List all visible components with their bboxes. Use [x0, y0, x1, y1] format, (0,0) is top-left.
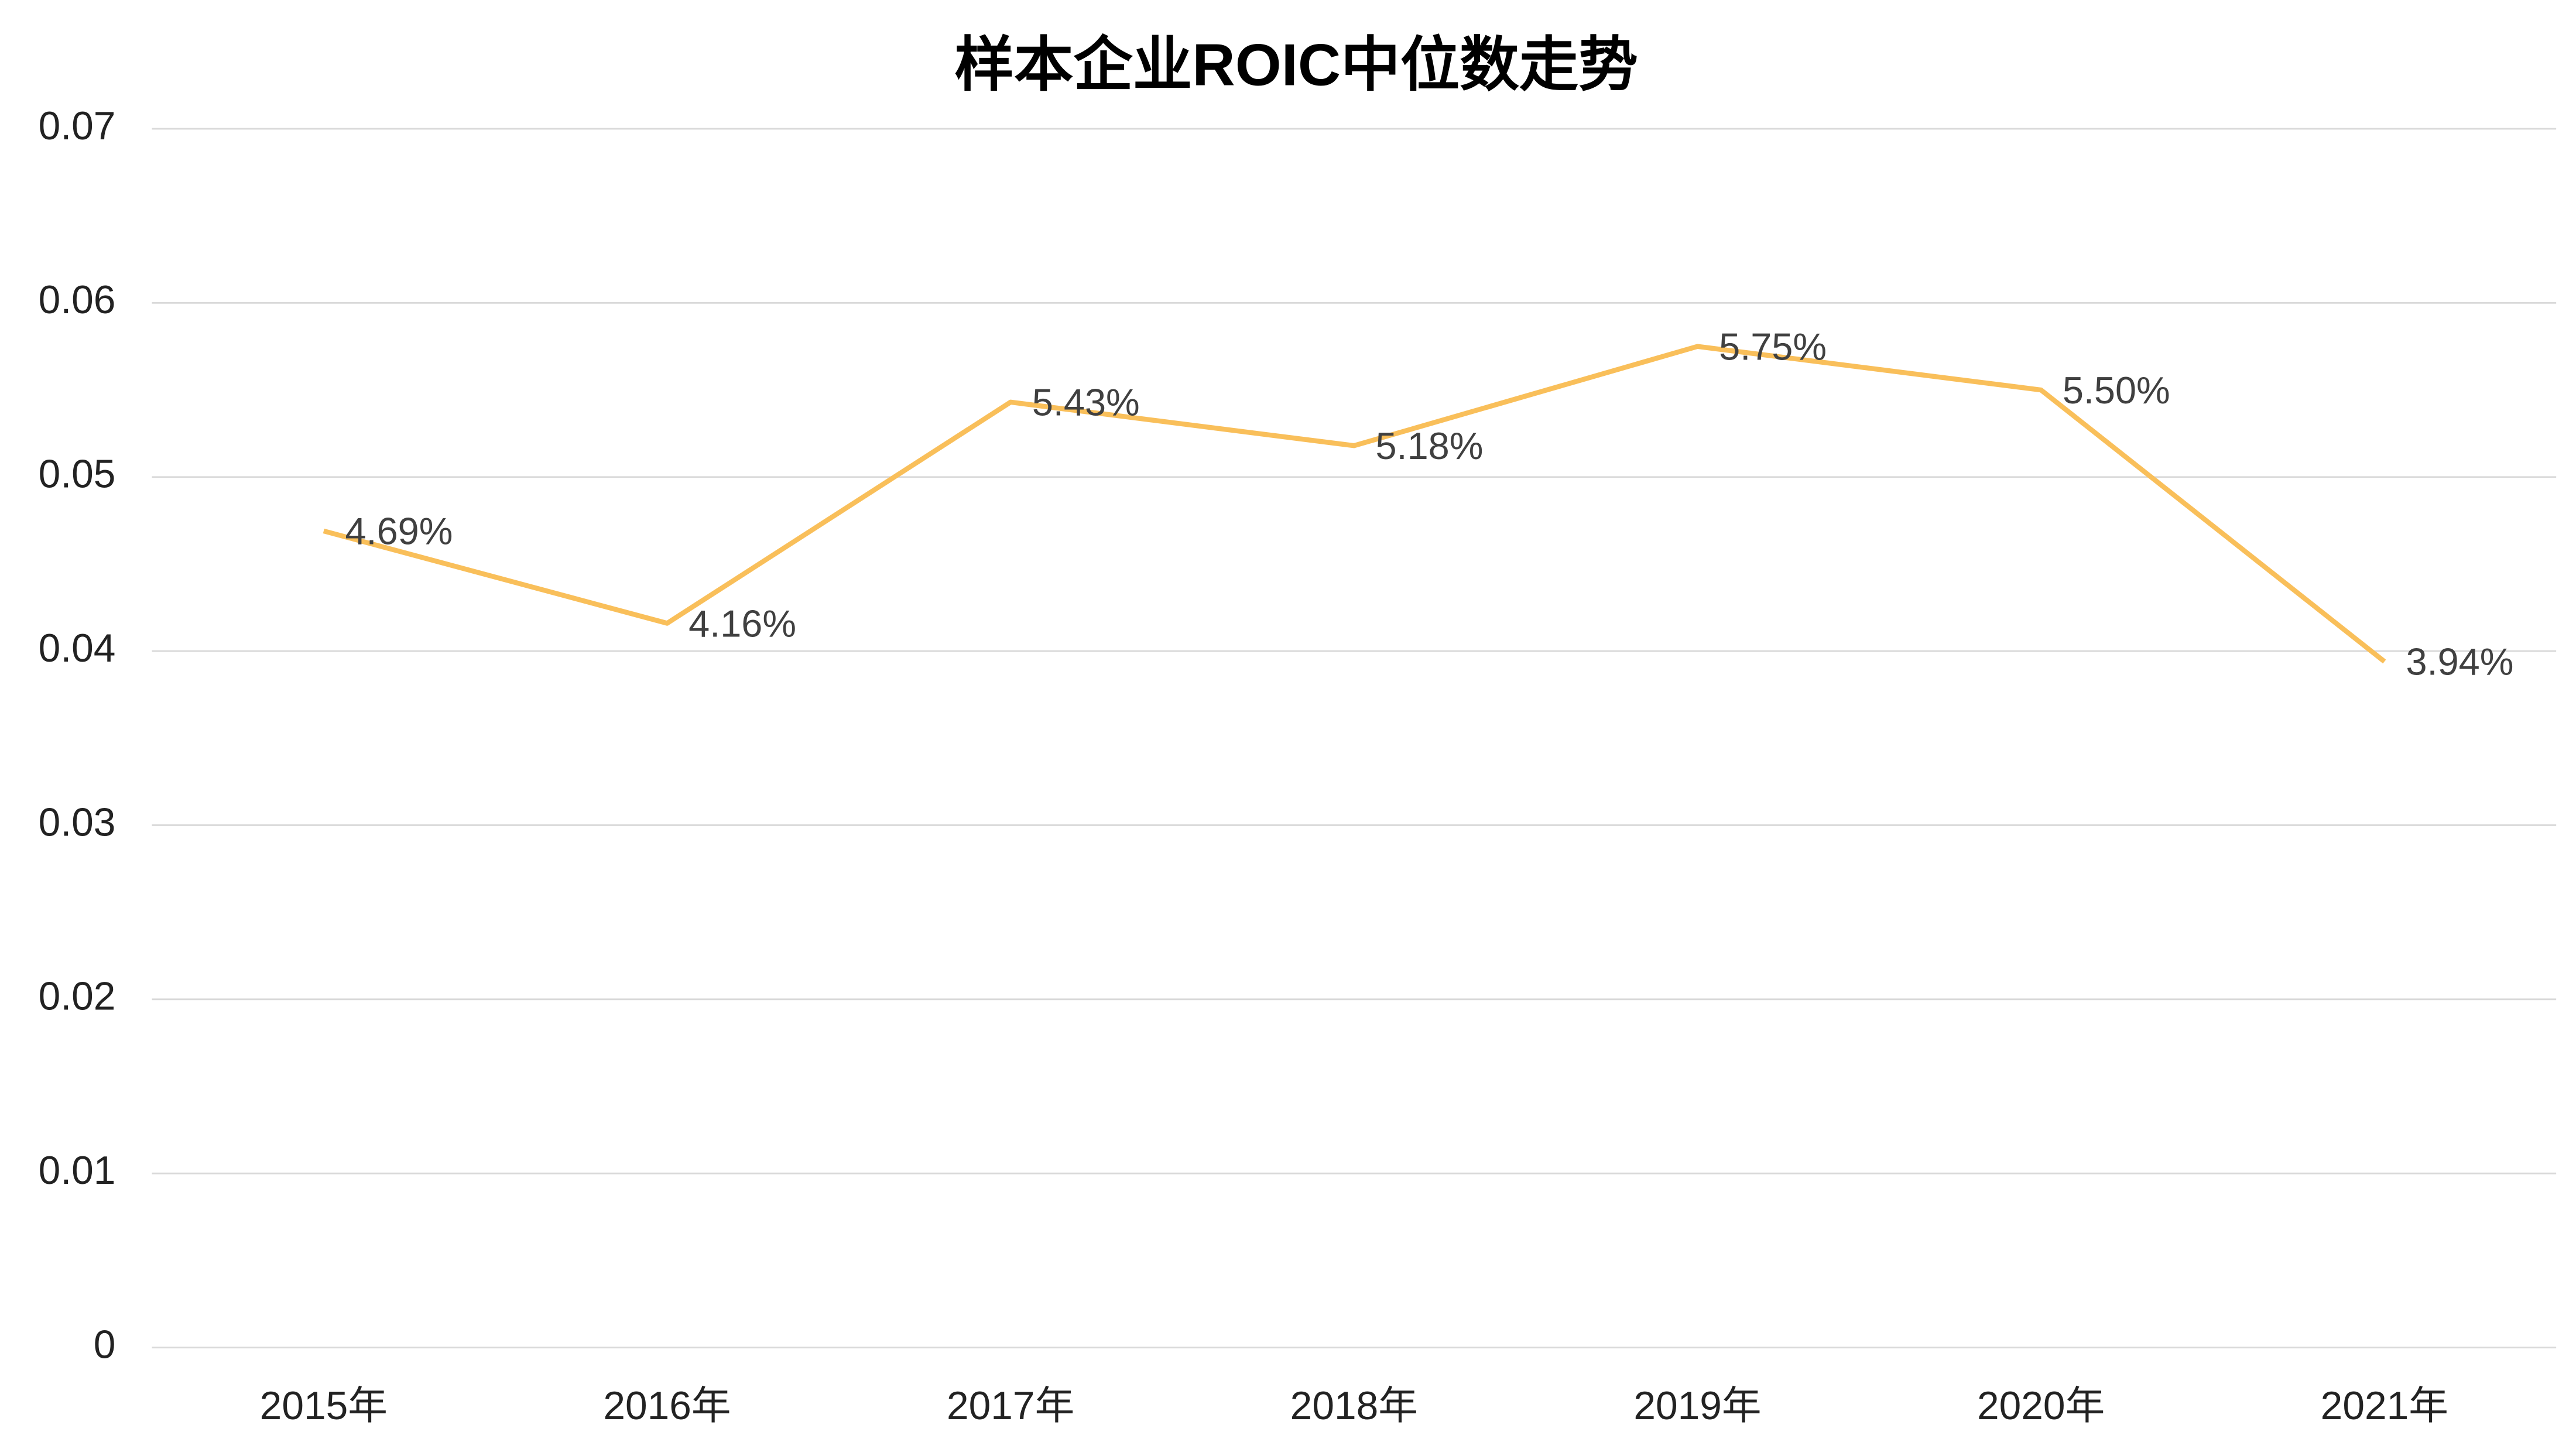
- data-label: 5.50%: [2063, 369, 2170, 412]
- y-tick-label: 0.05: [39, 453, 116, 496]
- x-tick-label: 2018年: [1290, 1384, 1418, 1428]
- data-label: 5.43%: [1032, 381, 1140, 424]
- data-label: 3.94%: [2406, 641, 2513, 683]
- y-tick-label: 0: [94, 1323, 116, 1367]
- x-tick-label: 2016年: [603, 1384, 731, 1428]
- y-tick-label: 0.02: [39, 975, 116, 1019]
- y-tick-label: 0.07: [39, 104, 116, 148]
- data-label: 5.18%: [1375, 424, 1483, 467]
- x-tick-label: 2015年: [260, 1384, 388, 1428]
- y-tick-label: 0.03: [39, 800, 116, 844]
- data-line: [323, 344, 2386, 664]
- y-tick-label: 0.04: [39, 626, 116, 670]
- y-tick-label: 0.06: [39, 278, 116, 322]
- x-tick-label: 2020年: [1977, 1384, 2105, 1428]
- x-tick-label: 2017年: [947, 1384, 1074, 1428]
- x-tick-label: 2019年: [1633, 1384, 1761, 1428]
- x-tick-label: 2021年: [2321, 1384, 2448, 1428]
- data-label: 4.69%: [345, 510, 453, 553]
- data-label: 5.75%: [1719, 325, 1827, 368]
- data-label: 4.16%: [688, 602, 796, 645]
- chart-title: 样本企业ROIC中位数走势: [954, 31, 1638, 98]
- y-tick-label: 0.01: [39, 1149, 116, 1193]
